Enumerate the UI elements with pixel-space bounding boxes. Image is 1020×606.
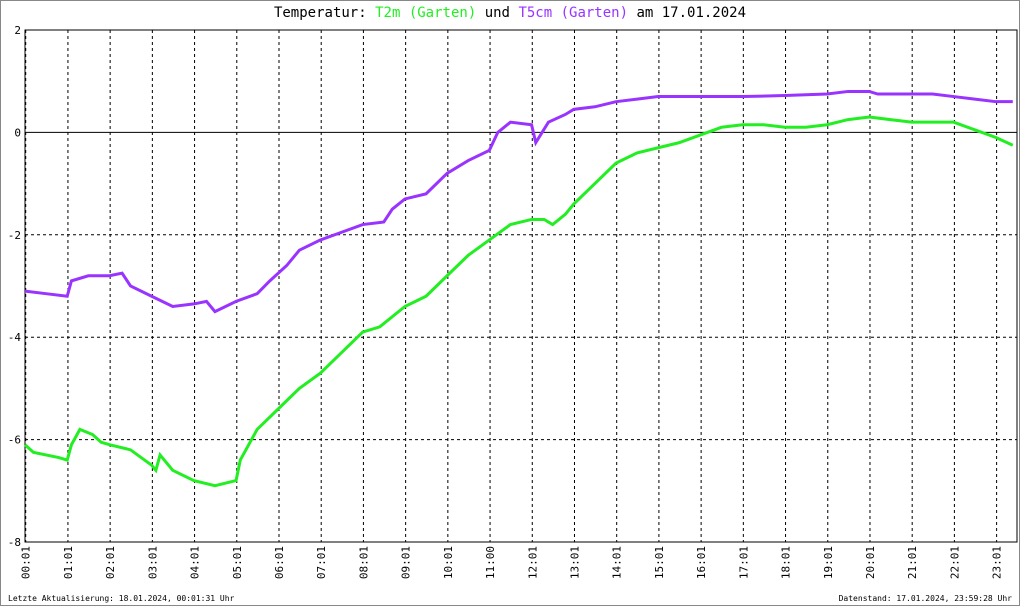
- plot-area: [24, 29, 1018, 543]
- series-line: [23, 115, 1014, 488]
- x-tick-label: 00:01: [20, 546, 33, 579]
- chart-title: Temperatur: T2m (Garten) und T5cm (Garte…: [274, 5, 746, 21]
- y-tick-label: -6: [8, 434, 21, 447]
- x-tick-label: 02:01: [104, 546, 117, 579]
- x-tick-label: 14:01: [611, 546, 624, 579]
- x-tick-label: 13:01: [568, 546, 581, 579]
- x-tick-label: 22:01: [948, 546, 961, 579]
- footer-right: Datenstand: 17.01.2024, 23:59:28 Uhr: [839, 594, 1013, 603]
- x-tick-label: 16:01: [695, 546, 708, 579]
- x-tick-label: 15:01: [653, 546, 666, 579]
- x-tick-label: 19:01: [822, 546, 835, 579]
- title-part: und: [485, 5, 510, 21]
- title-part: am 17.01.2024: [636, 5, 746, 21]
- y-tick-label: -8: [8, 536, 21, 549]
- title-series: T2m (Garten): [375, 5, 476, 21]
- y-tick-label: -2: [8, 229, 21, 242]
- x-tick-label: 18:01: [780, 546, 793, 579]
- y-tick-label: 2: [14, 24, 21, 37]
- title-part: Temperatur:: [274, 5, 367, 21]
- x-tick-label: 03:01: [146, 546, 159, 579]
- x-tick-label: 20:01: [864, 546, 877, 579]
- y-tick-label: -4: [8, 331, 22, 344]
- x-tick-label: 17:01: [737, 546, 750, 579]
- x-tick-label: 12:01: [526, 546, 539, 579]
- x-tick-label: 04:01: [189, 546, 202, 579]
- series-line: [24, 89, 1013, 314]
- x-tick-label: 21:01: [906, 546, 919, 579]
- x-tick-label: 01:01: [62, 546, 75, 579]
- x-tick-label: 08:01: [357, 546, 370, 579]
- x-tick-label: 10:01: [442, 546, 455, 579]
- x-tick-label: 05:01: [231, 546, 244, 579]
- footer-left: Letzte Aktualisierung: 18.01.2024, 00:01…: [8, 594, 235, 603]
- x-tick-label: 23:01: [991, 546, 1004, 579]
- y-tick-label: 0: [14, 126, 21, 139]
- x-tick-label: 11:00: [484, 546, 497, 579]
- x-tick-label: 06:01: [273, 546, 286, 579]
- x-tick-label: 09:01: [400, 546, 413, 579]
- x-tick-label: 07:01: [315, 546, 328, 579]
- title-series: T5cm (Garten): [518, 5, 628, 21]
